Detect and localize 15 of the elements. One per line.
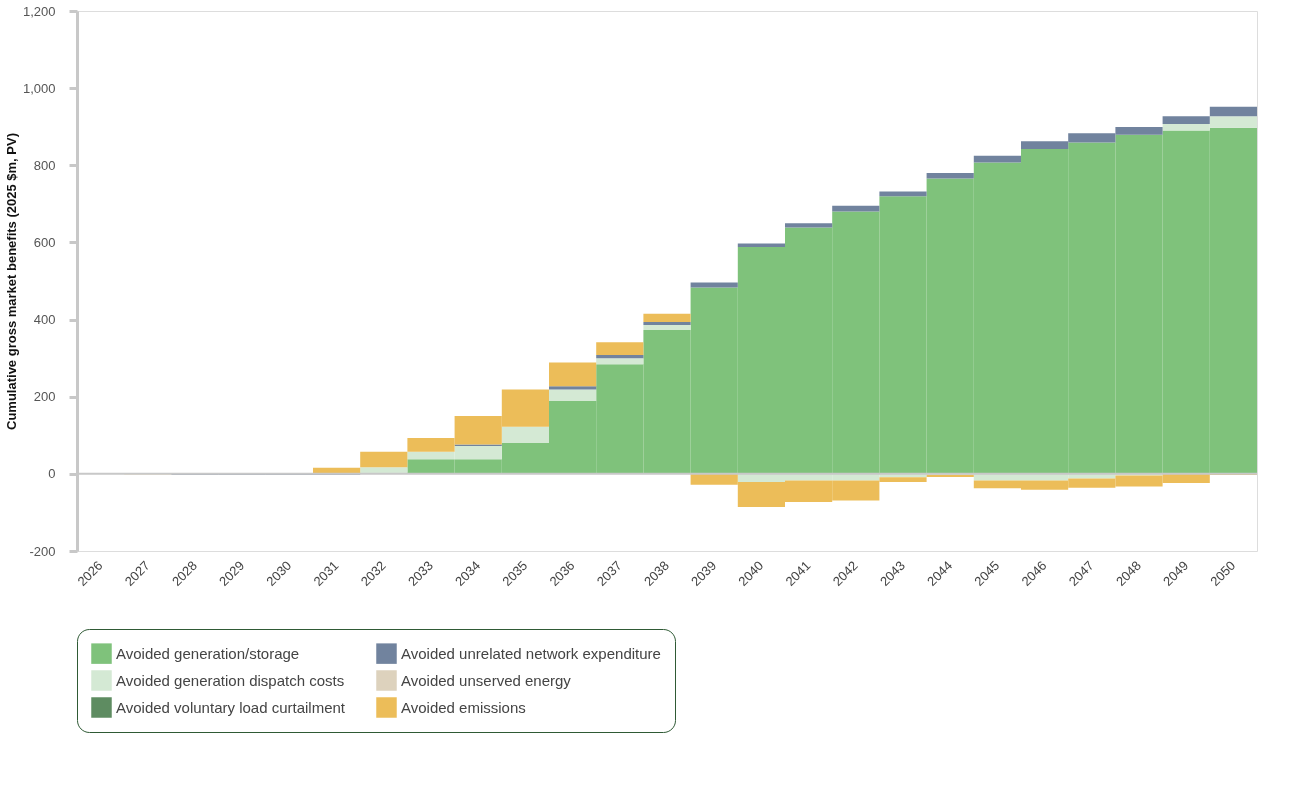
y-tick-label: 200 xyxy=(33,389,56,405)
y-tick-label: 400 xyxy=(33,312,56,328)
y-tick-label: 1,200 xyxy=(22,3,56,19)
legend-label: Avoided generation/storage xyxy=(116,644,300,662)
y-tick-label: 1,000 xyxy=(22,80,56,96)
y-tick-label: 0 xyxy=(48,466,56,482)
legend-label: Avoided generation dispatch costs xyxy=(116,671,345,689)
legend-label: Avoided voluntary load curtailment xyxy=(116,698,346,716)
y-axis-title: Cumulative gross market benefits (2025 $m, PV) xyxy=(3,133,19,430)
y-tick-label: -200 xyxy=(29,543,56,559)
legend-label: Avoided unserved energy xyxy=(401,671,572,689)
y-tick-label: 600 xyxy=(33,234,56,250)
legend-label: Avoided unrelated network expenditure xyxy=(401,644,661,662)
legend-label: Avoided emissions xyxy=(401,698,526,716)
y-tick-label: 800 xyxy=(33,157,56,173)
